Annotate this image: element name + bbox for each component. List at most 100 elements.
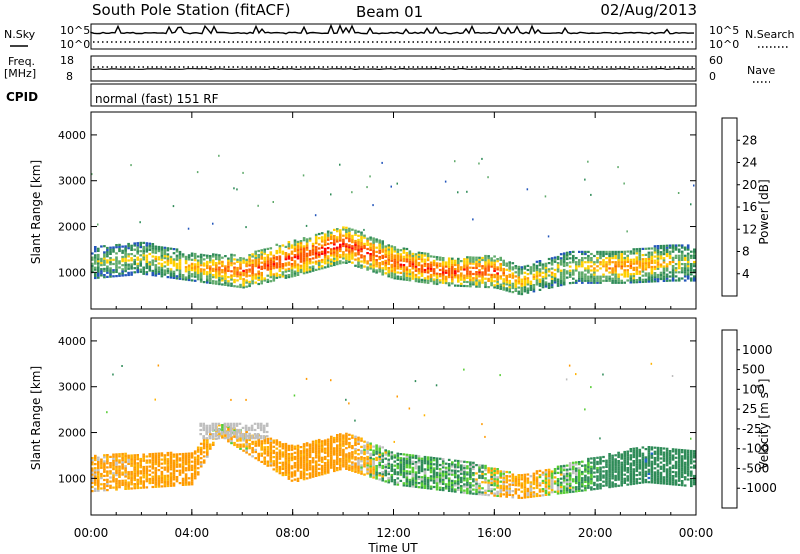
velocity-echo-cell [363, 450, 366, 454]
power-echo-cell [112, 275, 115, 278]
power-echo-cell [254, 258, 257, 261]
velocity-echo-cell [460, 476, 463, 479]
velocity-echo-cell [641, 462, 645, 466]
velocity-echo-cell [390, 451, 394, 454]
velocity-echo-cell [275, 462, 279, 465]
power-echo-cell [287, 274, 291, 277]
power-echo-cell [296, 251, 300, 254]
velocity-echo-cell [587, 476, 590, 479]
power-echo-cell [127, 259, 130, 262]
power-echo-cell [224, 273, 227, 276]
power-echo-cell [444, 280, 448, 283]
power-echo-cell [293, 262, 297, 265]
velocity-echo-cell [323, 449, 327, 452]
power-echo-cell [287, 241, 291, 244]
velocity-echo-cell [426, 464, 430, 467]
power-echo-cell [266, 260, 270, 263]
power-echo-cell [103, 259, 106, 262]
power-echo-cell [656, 259, 660, 262]
velocity-echo-cell [550, 476, 554, 479]
power-echo-cell [151, 255, 155, 258]
power-echo-cell [172, 272, 176, 275]
power-echo-cell [629, 275, 633, 278]
velocity-echo-cell [342, 455, 345, 458]
velocity-echo-cell [209, 447, 212, 450]
power-echo-cell [411, 267, 415, 270]
velocity-echo-cell [251, 451, 254, 454]
velocity-echo-cell [260, 442, 263, 445]
velocity-echo-cell [544, 481, 548, 484]
velocity-echo-cell [432, 473, 436, 476]
power-echo-cell [181, 274, 185, 277]
power-echo-cell [369, 263, 372, 266]
velocity-echo-cell [541, 473, 545, 476]
velocity-echo-cell [275, 453, 279, 456]
velocity-echo-cell [686, 464, 690, 467]
velocity-echo-cell [435, 465, 439, 468]
power-echo-cell [317, 253, 321, 256]
velocity-echo-cell [178, 471, 182, 474]
power-echo-cell [263, 265, 266, 268]
power-echo-cell [360, 256, 363, 259]
power-echo-cell [323, 241, 327, 244]
velocity-echo-cell [517, 496, 521, 499]
velocity-echo-cell [514, 482, 518, 485]
velocity-echo-cell [124, 471, 127, 474]
velocity-echo-cell [677, 450, 681, 453]
power-echo-cell [263, 279, 266, 282]
power-echo-cell [290, 267, 294, 270]
power-echo-cell [559, 259, 563, 262]
power-echo-cell [345, 237, 348, 240]
power-echo-cell [190, 252, 194, 255]
velocity-echo-cell [690, 474, 693, 477]
power-echo-cell [568, 253, 572, 256]
power-echo-cell [254, 265, 257, 268]
velocity-echo-cell [484, 466, 487, 470]
velocity-echo-cell [284, 455, 288, 458]
velocity-echo-cell [296, 453, 300, 456]
velocity-echo-cell [556, 484, 560, 487]
velocity-echo-cell [411, 462, 415, 465]
velocity-echo-cell [411, 456, 415, 459]
velocity-echo-cell [414, 479, 418, 482]
power-echo-cell [493, 261, 496, 264]
velocity-echo-cell [683, 472, 687, 475]
power-echo-cell [230, 270, 233, 273]
power-echo-cell [623, 250, 626, 253]
velocity-echo-cell [190, 454, 194, 457]
velocity-echo-cell [626, 477, 629, 480]
power-echo-cell [320, 265, 324, 268]
velocity-echo-cell [330, 462, 333, 465]
velocity-echo-cell [635, 447, 639, 450]
velocity-echo-cell [212, 441, 215, 444]
velocity-echo-cell [130, 462, 133, 465]
velocity-echo-cell [284, 444, 288, 448]
power-echo-cell [193, 269, 197, 272]
power-echo-cell [511, 282, 515, 285]
power-echo-cell [387, 250, 390, 253]
power-echo-cell [233, 278, 236, 282]
velocity-echo-cell [311, 444, 315, 447]
power-echo-cell [157, 270, 161, 273]
power-scatter-cell [212, 222, 214, 225]
velocity-echo-cell [690, 470, 693, 473]
power-echo-cell [632, 268, 636, 271]
power-echo-cell [532, 263, 536, 266]
velocity-echo-cell [523, 477, 527, 481]
velocity-echo-cell [608, 471, 611, 474]
power-echo-cell [499, 256, 502, 259]
velocity-echo-cell [635, 478, 639, 481]
velocity-echo-cell [233, 441, 236, 445]
velocity-echo-cell [103, 454, 106, 457]
power-echo-cell [218, 278, 221, 282]
power-echo-cell [199, 270, 203, 273]
power-echo-cell [429, 263, 433, 266]
velocity-echo-cell [97, 489, 100, 492]
power-echo-cell [363, 246, 366, 250]
power-echo-cell [683, 275, 687, 278]
power-echo-cell [414, 261, 418, 264]
power-echo-cell [402, 272, 406, 275]
power-echo-cell [378, 266, 381, 269]
velocity-echo-cell [523, 475, 527, 478]
power-echo-cell [635, 250, 639, 253]
